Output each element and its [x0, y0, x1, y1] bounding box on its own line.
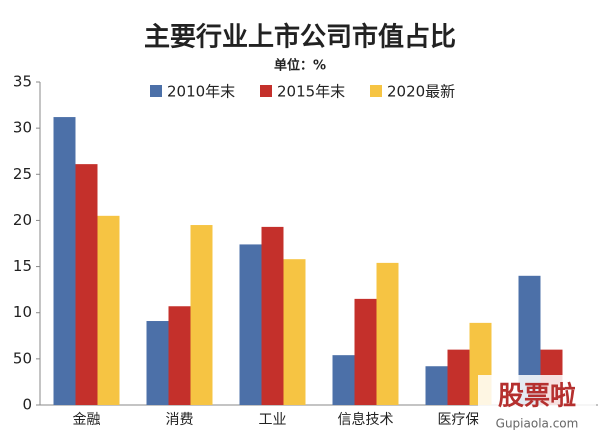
bar [518, 275, 541, 405]
y-tick-label: 50 [13, 349, 32, 367]
y-tick-label: 25 [13, 165, 32, 183]
bar [239, 244, 262, 405]
legend-swatch [370, 85, 382, 97]
bar [425, 366, 448, 405]
watermark-text: 股票啦 [498, 381, 576, 412]
bar [75, 164, 98, 405]
y-tick-label: 20 [13, 211, 32, 229]
watermark-url: Gupiaola.com [496, 417, 579, 431]
legend-label: 2020最新 [387, 83, 455, 101]
legend-label: 2010年末 [167, 83, 235, 101]
y-tick-label: 30 [13, 119, 32, 137]
legend-label: 2015年末 [277, 83, 345, 101]
bar [261, 226, 284, 405]
bar [97, 215, 120, 405]
bar [447, 349, 470, 405]
bar [332, 355, 355, 405]
watermark-bg [478, 375, 596, 433]
bar [53, 117, 76, 405]
y-tick-label: 0 [22, 396, 32, 414]
bar [168, 306, 191, 405]
legend-swatch [150, 85, 162, 97]
x-tick-label: 工业 [259, 412, 287, 428]
y-tick-label: 10 [13, 303, 32, 321]
y-tick-label: 35 [13, 73, 32, 91]
bar [283, 259, 306, 405]
x-tick-label: 消费 [166, 412, 194, 428]
chart-title: 主要行业上市公司市值占比 [144, 22, 456, 53]
chart-subtitle: 单位：% [274, 58, 326, 74]
bar [376, 262, 399, 405]
x-tick-label: 金融 [73, 412, 101, 428]
legend-swatch [260, 85, 272, 97]
bar [190, 225, 213, 405]
bar [146, 321, 169, 405]
x-tick-label: 医疗保 [438, 412, 480, 428]
x-tick-label: 信息技术 [338, 411, 394, 428]
bar [354, 298, 377, 405]
y-tick-label: 15 [13, 257, 32, 275]
